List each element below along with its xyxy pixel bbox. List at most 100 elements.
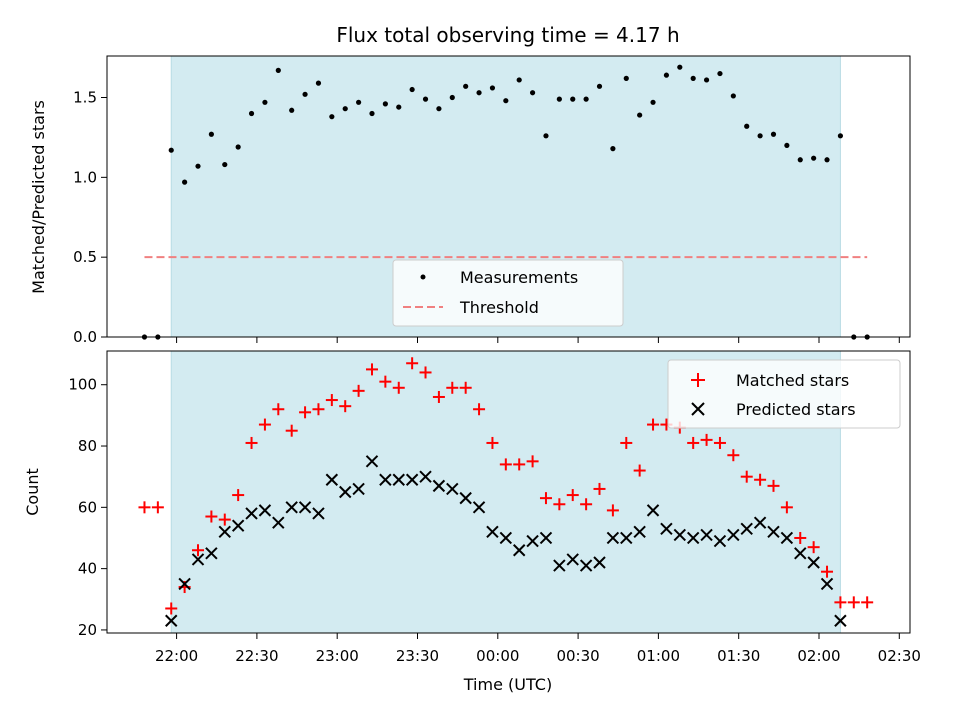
predicted-star-point [633,525,646,539]
measurement-point [342,106,348,112]
measurement-point [637,112,643,118]
predicted-star-point [807,556,820,569]
matched-star-point [459,381,472,394]
measurement-point [811,155,817,161]
matched-star-point [566,489,579,502]
legend-measurements-label: Measurements [460,268,578,287]
measurement-point [329,114,335,120]
top-y-axis-label: Matched/Predicted stars [29,100,48,294]
measurement-point [730,93,736,99]
measurement-point [396,104,402,110]
bottom-y-axis-label: Count [23,468,42,516]
matched-star-point [647,418,660,431]
predicted-star-point [365,455,379,468]
predicted-star-point [405,473,419,486]
x-tick-label: 01:30 [717,647,760,665]
measurement-point [610,146,616,152]
measurement-point [182,179,188,185]
x-tick-label: 22:00 [155,647,198,665]
matched-star-point [713,436,726,449]
bottom-y-tick-label: 100 [68,376,97,394]
top-y-tick-label: 0.5 [73,248,97,266]
predicted-star-point [767,525,780,539]
legend-threshold-label: Threshold [459,298,539,317]
measurement-point [543,133,549,139]
predicted-star-point [499,531,513,545]
x-tick-label: 02:00 [797,647,840,665]
matched-star-point [740,470,753,483]
measurement-point [757,133,763,139]
matched-star-point [325,394,338,407]
predicted-star-point [713,534,727,548]
matched-star-point [794,531,807,544]
matched-star-point [499,458,512,471]
predicted-star-point [740,522,753,535]
x-tick-label: 01:00 [637,647,680,665]
measurement-point [449,94,455,101]
measurement-point [797,157,803,163]
legend-measurements-marker [420,274,426,280]
matched-star-point [486,436,499,449]
predicted-star-point [780,531,794,545]
predicted-star-point [339,485,352,499]
matched-star-point [138,501,151,514]
predicted-star-point [272,516,285,529]
matched-star-point [245,436,258,449]
matched-star-point [834,596,847,609]
matched-star-point [593,482,606,495]
measurement-point [248,110,255,117]
predicted-star-point [660,522,673,535]
predicted-star-point [419,470,432,483]
matched-star-point [606,504,619,517]
matched-star-point [151,501,164,514]
predicted-star-point [245,507,258,520]
measurement-point [275,67,281,73]
predicted-star-point [512,544,526,557]
measurement-point [596,83,603,89]
top-y-tick-label: 1.0 [73,168,97,186]
predicted-star-point [539,531,553,545]
matched-star-point [580,498,593,511]
measurement-point [556,96,562,102]
predicted-star-point [191,553,205,566]
matched-star-point [473,403,486,416]
predicted-star-point [753,516,767,529]
predicted-star-point [379,473,392,486]
matched-star-point [700,433,713,446]
measurement-point [623,75,629,81]
predicted-star-point [620,531,633,545]
matched-star-point [192,544,205,557]
predicted-star-point [459,491,472,505]
measurement-point [824,157,830,163]
matched-star-point [861,596,874,609]
predicted-star-point [673,528,687,542]
predicted-star-point [178,577,191,591]
matched-star-point [165,602,178,615]
matched-star-point [513,458,526,471]
bottom-y-tick-label: 80 [78,437,97,455]
predicted-star-point [486,525,499,539]
measurement-point [195,163,201,169]
x-axis-label: Time (UTC) [463,675,552,694]
predicted-star-point [553,559,566,572]
bottom-legend-box [667,359,901,429]
top-plot-frame [106,55,911,338]
predicted-star-point [606,531,620,545]
matched-star-point [539,492,552,505]
x-tick-label: 00:00 [476,647,519,665]
predicted-star-point [325,473,339,486]
measurement-point [315,80,322,86]
measurement-point [583,96,589,102]
top-legend-box [392,259,624,327]
measurement-point [222,161,228,168]
measurement-point [516,77,522,83]
top-y-tick-label: 1.5 [73,89,97,107]
x-tick-label: 00:30 [556,647,599,665]
top-y-tick-label: 0.0 [73,328,97,346]
bottom-plot-frame [106,350,911,634]
matched-star-point [754,473,767,486]
predicted-star-point [165,614,178,627]
measurement-point [289,107,295,113]
measurement-point [503,98,509,104]
legend-predicted-marker [691,402,705,416]
